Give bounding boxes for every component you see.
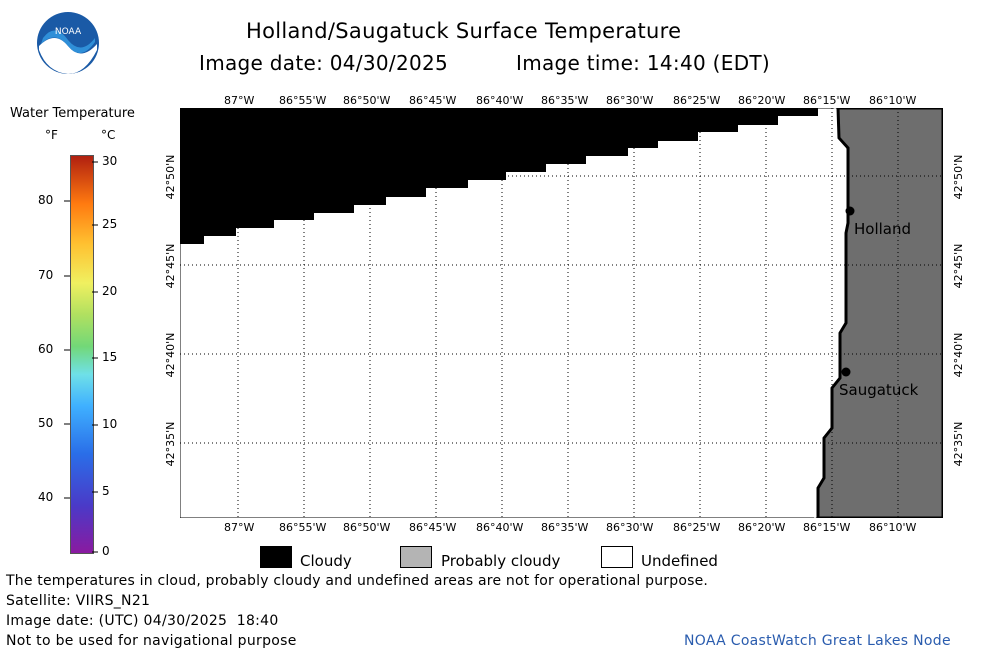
colorbar <box>70 155 94 554</box>
legend-probably-cloudy-swatch <box>400 546 432 568</box>
lon-label: 86°50'W <box>343 94 391 107</box>
legend-undefined-swatch <box>601 546 633 568</box>
c-tick: 20 <box>102 284 118 298</box>
lon-label: 86°30'W <box>606 521 654 534</box>
lon-label: 86°25'W <box>673 94 721 107</box>
saugatuck-marker <box>841 367 851 377</box>
c-tick: 10 <box>102 417 118 431</box>
lon-label: 86°10'W <box>869 521 917 534</box>
footer-credit: NOAA CoastWatch Great Lakes Node <box>684 633 951 649</box>
graticule <box>180 108 943 518</box>
holland-label: Holland <box>854 220 911 238</box>
saugatuck-label: Saugatuck <box>839 381 919 399</box>
footer-disclaimer: The temperatures in cloud, probably clou… <box>6 573 709 589</box>
lat-label: 42°40'N <box>952 333 965 378</box>
cloud-area <box>180 108 818 244</box>
lat-label: 42°35'N <box>164 422 177 467</box>
lon-label: 87°W <box>224 521 255 534</box>
c-tick: 5 <box>102 484 110 498</box>
lon-label: 86°35'W <box>541 94 589 107</box>
lat-labels-left: 42°50'N 42°45'N 42°40'N 42°35'N <box>164 155 177 467</box>
page-title: Holland/Saugatuck Surface Temperature <box>246 19 682 43</box>
legend-cloudy-swatch <box>260 546 292 568</box>
lat-label: 42°50'N <box>164 155 177 200</box>
lon-label: 87°W <box>224 94 255 107</box>
lon-label: 86°40'W <box>476 94 524 107</box>
unit-celsius: °C <box>101 128 116 142</box>
f-tick: 60 <box>38 342 54 356</box>
lon-label: 86°20'W <box>738 94 786 107</box>
lon-label: 86°10'W <box>869 94 917 107</box>
noaa-logo: NOAA <box>35 10 101 76</box>
image-date: Image date: 04/30/2025 <box>199 51 449 75</box>
noaa-logo-text: NOAA <box>55 27 82 37</box>
lat-label: 42°35'N <box>952 422 965 467</box>
lon-label: 86°50'W <box>343 521 391 534</box>
c-tick: 15 <box>102 350 118 364</box>
colorbar-title: Water Temperature <box>10 106 135 121</box>
lat-label: 42°40'N <box>164 333 177 378</box>
lat-label: 42°45'N <box>164 244 177 289</box>
lon-label: 86°15'W <box>803 94 851 107</box>
legend-probably-cloudy-label: Probably cloudy <box>441 552 561 570</box>
legend-cloudy-label: Cloudy <box>300 552 352 570</box>
f-tick: 70 <box>38 268 54 282</box>
lon-label: 86°15'W <box>803 521 851 534</box>
lon-label: 86°35'W <box>541 521 589 534</box>
f-tick: 80 <box>38 193 54 207</box>
footer-satellite: Satellite: VIIRS_N21 <box>6 593 151 609</box>
lat-label: 42°45'N <box>952 244 965 289</box>
footer-utc-date: Image date: (UTC) 04/30/2025 18:40 <box>6 613 279 629</box>
lon-label: 86°20'W <box>738 521 786 534</box>
image-time: Image time: 14:40 (EDT) <box>516 51 771 75</box>
f-tick: 50 <box>38 416 54 430</box>
lon-label: 86°25'W <box>673 521 721 534</box>
temperature-map: Holland Saugatuck <box>180 108 943 518</box>
holland-marker <box>845 206 855 216</box>
footer-navigation-note: Not to be used for navigational purpose <box>6 633 297 649</box>
lon-label: 86°40'W <box>476 521 524 534</box>
c-tick: 0 <box>102 544 110 558</box>
c-tick: 25 <box>102 217 118 231</box>
lat-labels-right: 42°50'N 42°45'N 42°40'N 42°35'N <box>952 155 965 467</box>
legend-undefined-label: Undefined <box>641 552 718 570</box>
lon-label: 86°45'W <box>409 94 457 107</box>
c-tick: 30 <box>102 154 118 168</box>
lat-label: 42°50'N <box>952 155 965 200</box>
colorbar-ticks <box>64 161 98 553</box>
lon-label: 86°55'W <box>279 521 327 534</box>
f-tick: 40 <box>38 490 54 504</box>
lon-label: 86°45'W <box>409 521 457 534</box>
unit-fahrenheit: °F <box>45 128 58 142</box>
lon-label: 86°30'W <box>606 94 654 107</box>
lon-label: 86°55'W <box>279 94 327 107</box>
